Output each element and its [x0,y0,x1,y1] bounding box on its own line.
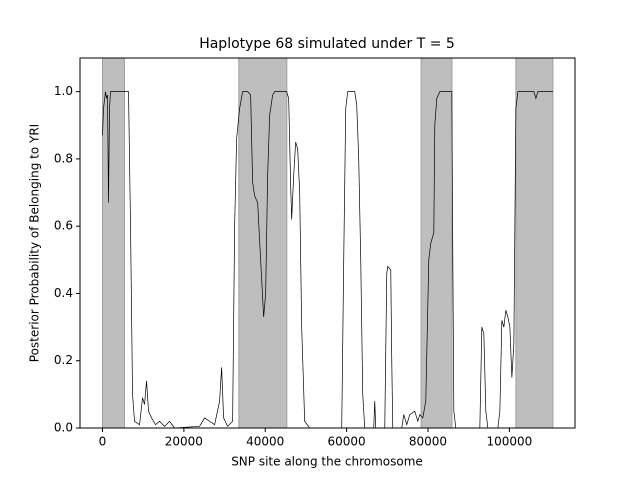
x-tick-label: 100000 [486,435,532,449]
x-axis-label: SNP site along the chromosome [231,455,423,469]
y-axis-label: Posterior Probability of Belonging to YR… [28,124,42,362]
shaded-region [515,57,554,429]
x-tick-label: 0 [99,435,107,449]
data-line [102,91,553,429]
x-tick-label: 20000 [165,435,203,449]
y-tick-label: 1.0 [54,84,73,98]
y-tick-label: 0.0 [54,421,73,435]
x-tick-label: 60000 [328,435,366,449]
y-tick-label: 0.8 [54,151,73,165]
x-tick-label: 80000 [409,435,447,449]
y-tick-label: 0.6 [54,219,73,233]
shaded-region [238,57,288,429]
y-tick-label: 0.2 [54,353,73,367]
y-tick-label: 0.4 [54,286,73,300]
shaded-region [420,57,453,429]
x-tick-label: 40000 [246,435,284,449]
shaded-region [102,57,125,429]
chart-title: Haplotype 68 simulated under T = 5 [199,36,455,52]
plot-frame [79,57,576,429]
